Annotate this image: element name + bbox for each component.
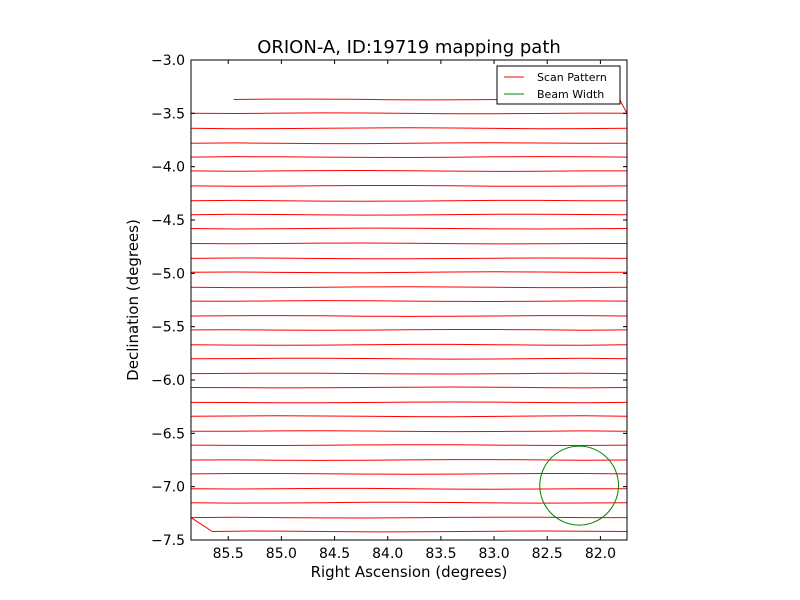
scan-row-line: [191, 459, 627, 461]
x-tick-label: 85.0: [266, 546, 297, 562]
scan-row-line: [191, 227, 627, 230]
x-tick-label: 84.5: [319, 546, 350, 562]
plot-area: 85.5 85.0 84.5 84.0 83.5 83.0 82.5 82.0 −3.0 −3.5…: [151, 53, 628, 562]
scan-row-line: [191, 185, 627, 187]
scan-row-line: [191, 357, 627, 360]
plot-frame: [190, 59, 628, 541]
y-tick-label: −7.0: [151, 480, 185, 496]
y-tick-label: −6.0: [151, 373, 185, 389]
scan-row-line: [191, 415, 627, 418]
scan-row-line: [191, 401, 627, 404]
scan-row-line: [191, 315, 627, 317]
x-tick-label: 83.5: [425, 546, 456, 562]
y-axis-label: Declination (degrees): [124, 219, 142, 381]
scan-row-line: [191, 300, 627, 303]
scan-row-line: [191, 242, 627, 245]
x-tick-label: 82.5: [532, 546, 563, 562]
y-tick-label: −3.5: [151, 106, 185, 122]
scan-row-line: [191, 142, 627, 145]
scan-row-line: [191, 286, 627, 289]
x-tick-label: 84.0: [372, 546, 403, 562]
scan-row-line: [191, 501, 627, 504]
scan-row-line: [191, 430, 627, 433]
scan-turn-line: [619, 99, 627, 114]
scan-row-line: [191, 213, 627, 216]
scan-row-line: [191, 169, 627, 172]
chart-title: ORION-A, ID:19719 mapping path: [257, 37, 561, 58]
y-tick-label: −3.0: [151, 53, 185, 69]
y-tick-label: −4.0: [151, 160, 185, 176]
legend-label: Scan Pattern: [537, 71, 607, 84]
scan-row-line: [191, 199, 627, 202]
beam-width-circle: [539, 445, 619, 526]
x-tick-label: 83.0: [478, 546, 509, 562]
scan-row-line: [191, 343, 627, 346]
scan-row-line: [212, 530, 627, 533]
scan-row-line: [191, 127, 627, 130]
scan-row-line: [191, 156, 627, 159]
y-tick-label: −6.5: [151, 426, 185, 442]
x-tick-label: 85.5: [213, 546, 244, 562]
scan-row-line: [191, 516, 627, 519]
legend-label: Beam Width: [537, 88, 604, 101]
scan-row-line: [191, 112, 627, 115]
legend: Scan Pattern Beam Width: [496, 65, 621, 105]
data-layer: [191, 98, 627, 533]
x-tick-label: 82.0: [585, 546, 616, 562]
scan-row-line: [191, 329, 627, 331]
x-axis-label: Right Ascension (degrees): [311, 563, 508, 581]
scan-row-line: [191, 473, 627, 475]
scan-row-line: [191, 257, 627, 260]
y-tick-label: −7.5: [151, 533, 185, 549]
scan-row-line: [191, 444, 627, 447]
y-tick-label: −4.5: [151, 213, 185, 229]
y-tick-label: −5.0: [151, 266, 185, 282]
legend-box: [496, 65, 621, 105]
scan-row-line: [191, 487, 627, 490]
y-tick-label: −5.5: [151, 320, 185, 336]
scan-row-line: [191, 271, 627, 274]
scan-row-line: [191, 372, 627, 375]
scan-turn-line: [191, 517, 213, 532]
scan-row-line: [191, 386, 627, 389]
